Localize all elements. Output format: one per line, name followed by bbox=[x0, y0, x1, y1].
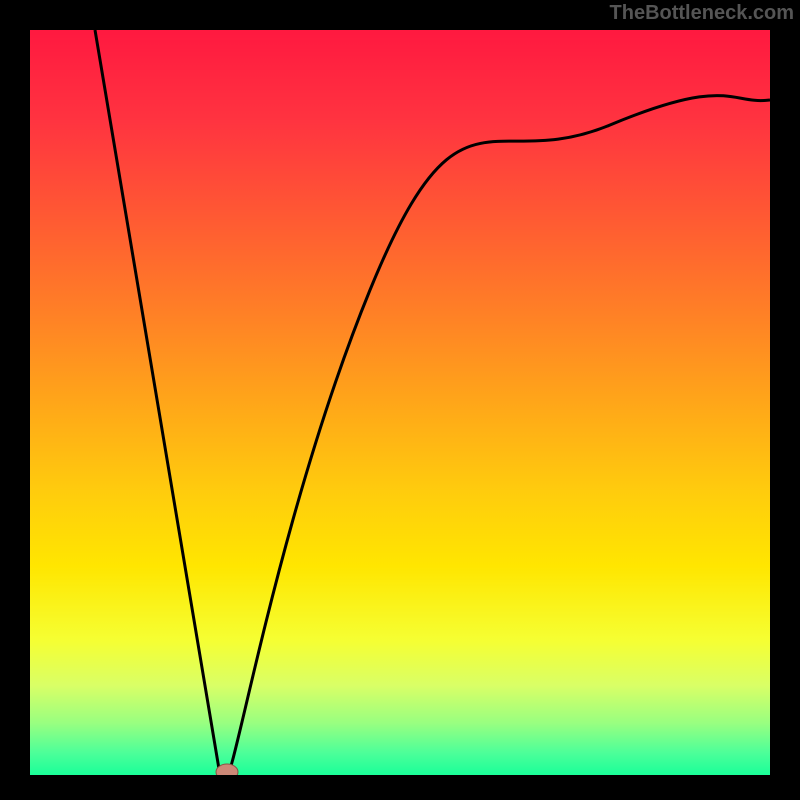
watermark-text: TheBottleneck.com bbox=[610, 2, 794, 25]
plot-area bbox=[30, 30, 770, 775]
chart-container: TheBottleneck.com bbox=[0, 0, 800, 800]
bottleneck-curve bbox=[95, 30, 770, 775]
curve-overlay bbox=[30, 30, 770, 775]
